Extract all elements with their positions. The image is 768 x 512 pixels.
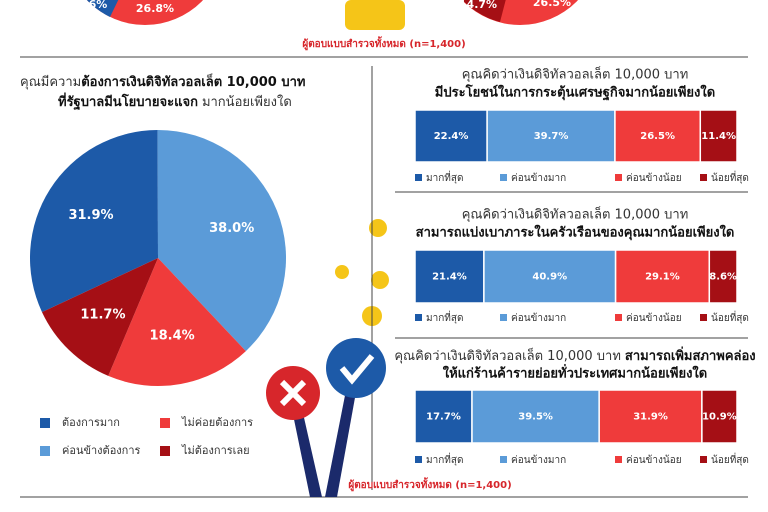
chart-title: มีประโยชน์ในการกระตุ้นเศรษฐกิจมากน้อยเพี… [435,84,715,102]
legend-swatch [415,174,422,181]
pie-slice [29,130,158,313]
legend-label: ต้องการมาก [62,416,120,429]
legend-label: ค่อนข้างมาก [511,454,566,466]
legend-label: ค่อนข้างน้อย [626,454,682,466]
data-label: 8.6% [709,272,737,283]
top-note: ผู้ตอบแบบสำรวจทั้งหมด (n=1,400) [302,36,465,51]
chart-title: คุณมีความต้องการเงินดิจิทัลวอลเล็ต 10,00… [20,72,306,90]
data-label: 31.9% [68,208,113,223]
pie-fragment [86,0,119,17]
data-label: 31.9% [633,412,668,423]
legend-swatch [415,456,422,463]
chart-title: คุณคิดว่าเงินดิจิทัลวอลเล็ต 10,000 บาท สา… [394,346,755,364]
data-label: 11.4% [701,131,736,142]
pie-slice [157,130,286,352]
legend-label: ไม่ต้องการเลย [181,444,250,457]
top-label: 7.6% [77,0,108,11]
chart-title: คุณคิดว่าเงินดิจิทัลวอลเล็ต 10,000 บาท [462,205,689,223]
bar-segment [708,249,738,304]
legend-swatch [415,314,422,321]
data-label: 11.7% [80,308,125,323]
data-label: 26.5% [640,131,675,142]
legend-swatch [500,174,507,181]
pie-fragment [462,0,506,22]
legend-swatch [160,446,170,456]
legend-label: ค่อนข้างมาก [511,172,566,184]
legend-swatch [500,314,507,321]
legend-label: ค่อนข้างน้อย [626,172,682,184]
legend-swatch [615,314,622,321]
data-label: 38.0% [209,221,254,236]
top-label: 26.5% [533,0,571,9]
legend-label: น้อยที่สุด [711,310,749,324]
data-label: 40.9% [532,272,567,283]
pie-slice [108,258,246,386]
chart-title: ให้แก่ร้านค้ารายย่อยทั่วประเทศมากน้อยเพี… [443,364,707,382]
data-label: 29.1% [645,272,680,283]
data-label: 18.4% [150,329,195,344]
bar-segment [598,389,703,444]
chart-title: สามารถแบ่งเบาภาระในครัวเรือนของคุณมากน้อ… [416,224,735,241]
legend-label: มากที่สุด [426,310,463,324]
data-label: 39.5% [518,412,553,423]
bar-segment [471,389,600,444]
bar-segment [483,249,617,304]
legend-label: น้อยที่สุด [711,452,749,466]
legend-label: น้อยที่สุด [711,170,749,184]
legend-label: มากที่สุด [426,170,463,184]
data-label: 10.9% [702,412,737,423]
legend-swatch [700,456,707,463]
legend-swatch [500,456,507,463]
data-label: 39.7% [534,131,569,142]
legend-swatch [615,174,622,181]
bar-segment [614,109,702,163]
bar-segment [486,109,616,163]
legend-swatch [700,314,707,321]
legend-swatch [160,418,170,428]
decoration [266,338,386,497]
pie-fragment [86,0,204,25]
top-label: 26.8% [136,2,174,15]
legend-label: ไม่ค่อยต้องการ [181,416,253,429]
chart-title: ที่รัฐบาลมีนโยบายจะแจก มากน้อยเพียงใด [58,92,292,111]
data-label: 22.4% [434,131,469,142]
data-label: 21.4% [432,272,467,283]
pie-slice [41,258,159,376]
bar-segment [614,249,711,304]
legend-swatch [700,174,707,181]
legend-label: ค่อนข้างน้อย [626,312,682,324]
legend-swatch [40,446,50,456]
legend-label: ค่อนข้างต้องการ [62,444,141,457]
bar-segment [701,389,738,444]
legend-label: ค่อนข้างมาก [511,312,566,324]
legend-swatch [615,456,622,463]
chart-title: คุณคิดว่าเงินดิจิทัลวอลเล็ต 10,000 บาท [462,65,689,83]
bar-segment [414,109,488,163]
legend-label: มากที่สุด [426,452,463,466]
data-label: 17.7% [426,412,461,423]
legend-swatch [40,418,50,428]
top-label: 14.7% [459,0,497,11]
footer-note: ผู้ตอบแบบสำรวจทั้งหมด (n=1,400) [348,477,511,492]
bar-segment [699,109,738,163]
